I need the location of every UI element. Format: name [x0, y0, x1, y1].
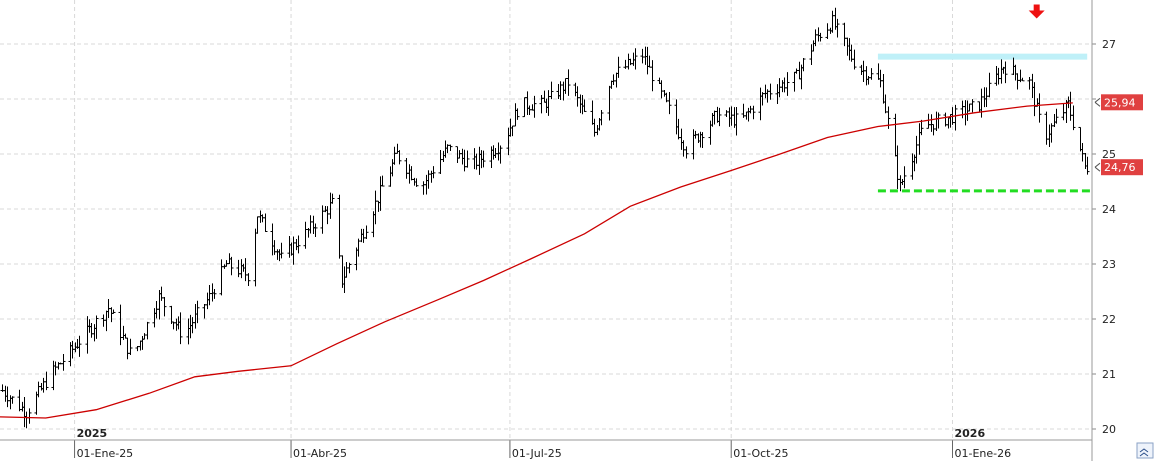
scroll-icon[interactable]	[1136, 442, 1154, 459]
ohlc-bar	[919, 119, 924, 136]
ohlc-bar	[515, 108, 520, 120]
annotation-layer	[877, 4, 1092, 193]
ohlc-bar	[77, 335, 82, 357]
ohlc-bar	[700, 132, 705, 148]
x-axis: 01-Ene-25 01-Abr-25 01-Jul-25 01-Oct-25 01-E…	[0, 427, 1092, 460]
price-tag-box	[1101, 94, 1143, 111]
ohlc-bar	[818, 32, 823, 42]
price-tag-pointer	[1094, 162, 1101, 172]
ohlc-bar	[1037, 93, 1042, 123]
price-tag-box	[1101, 159, 1143, 176]
ohlc-bar	[684, 146, 689, 159]
ohlc-bar	[953, 104, 958, 131]
ohlc-bar	[852, 49, 857, 70]
ohlc-bar	[330, 193, 335, 204]
y-tick-label: 25	[1102, 148, 1116, 161]
y-tick-label: 24	[1102, 203, 1116, 216]
ohlc-bar	[212, 288, 217, 299]
x-tick-label: 01-Oct-25	[733, 447, 788, 460]
ohlc-bar	[650, 60, 655, 92]
ohlc-bar	[633, 48, 638, 70]
y-tick-label: 21	[1102, 368, 1116, 381]
ohlc-bar	[1085, 156, 1090, 175]
ohlc-bar	[1071, 105, 1076, 131]
ohlc-bar	[465, 150, 470, 168]
ohlc-bar	[44, 371, 49, 391]
ohlc-bar	[582, 99, 587, 112]
moving-average-line	[0, 102, 1073, 419]
x-tick-label: 01-Ene-26	[954, 447, 1011, 460]
ohlc-bar	[10, 396, 15, 404]
ohlc-bar	[431, 166, 436, 179]
ohlc-bar	[61, 353, 66, 371]
ohlc-bar	[397, 150, 402, 165]
grid-lines	[0, 0, 1092, 440]
price-tag-label: 25,94	[1104, 96, 1136, 109]
ohlc-bar	[532, 95, 537, 118]
ohlc-bar	[599, 109, 604, 126]
ohlc-bar	[717, 107, 722, 127]
ohlc-bar	[195, 300, 200, 324]
ohlc-bar	[768, 83, 773, 100]
y-tick-label: 23	[1102, 258, 1116, 271]
ohlc-bar	[313, 223, 318, 238]
year-label: 2026	[954, 427, 985, 440]
arrow-down-icon	[1028, 4, 1045, 19]
ohlc-bar	[414, 178, 419, 187]
ohlc-bars	[0, 7, 1090, 429]
price-tag-pointer	[1094, 97, 1101, 107]
ohlc-bar	[549, 81, 554, 100]
ohlc-bar	[667, 91, 672, 115]
ohlc-bar	[1054, 108, 1059, 124]
ohlc-bar	[111, 309, 116, 314]
y-tick-label: 22	[1102, 313, 1116, 326]
y-tick-label: 27	[1102, 38, 1116, 51]
ohlc-bar	[364, 225, 369, 239]
ohlc-bar	[734, 106, 739, 136]
x-tick-label: 01-Ene-25	[77, 447, 134, 460]
ohlc-bar	[279, 242, 284, 259]
ohlc-bar	[970, 99, 975, 113]
ohlc-bar	[296, 235, 301, 254]
ohlc-bar	[347, 262, 352, 274]
year-label: 2025	[77, 427, 108, 440]
ohlc-bar	[263, 213, 268, 233]
ohlc-bar	[987, 72, 992, 98]
ohlc-bar	[566, 69, 571, 96]
x-tick-label: 01-Jul-25	[512, 447, 562, 460]
ohlc-bar	[498, 145, 503, 164]
resistance-band	[877, 53, 1088, 60]
price-tag-label: 24,76	[1104, 161, 1136, 174]
ohlc-bar	[246, 273, 251, 287]
ohlc-bar	[481, 150, 486, 168]
ohlc-bar	[178, 312, 183, 345]
ohlc-bar	[94, 315, 99, 339]
ohlc-bar	[229, 256, 234, 276]
ohlc-bar	[145, 321, 150, 340]
ohlc-bar	[785, 72, 790, 96]
ohlc-bar	[380, 175, 385, 187]
ohlc-bar	[1020, 77, 1025, 82]
ohlc-bar	[902, 166, 907, 189]
y-tick-label: 20	[1102, 423, 1116, 436]
ohlc-bar	[835, 18, 840, 38]
ohlc-bar	[128, 338, 133, 355]
ohlc-bar	[801, 57, 806, 72]
ohlc-bar	[869, 68, 874, 80]
x-tick-label: 01-Abr-25	[293, 447, 347, 460]
ohlc-bar	[1003, 61, 1008, 84]
ohlc-bar	[162, 297, 167, 317]
ohlc-bar	[751, 105, 756, 120]
ohlc-bar	[448, 144, 453, 151]
ohlc-bar	[616, 56, 621, 78]
